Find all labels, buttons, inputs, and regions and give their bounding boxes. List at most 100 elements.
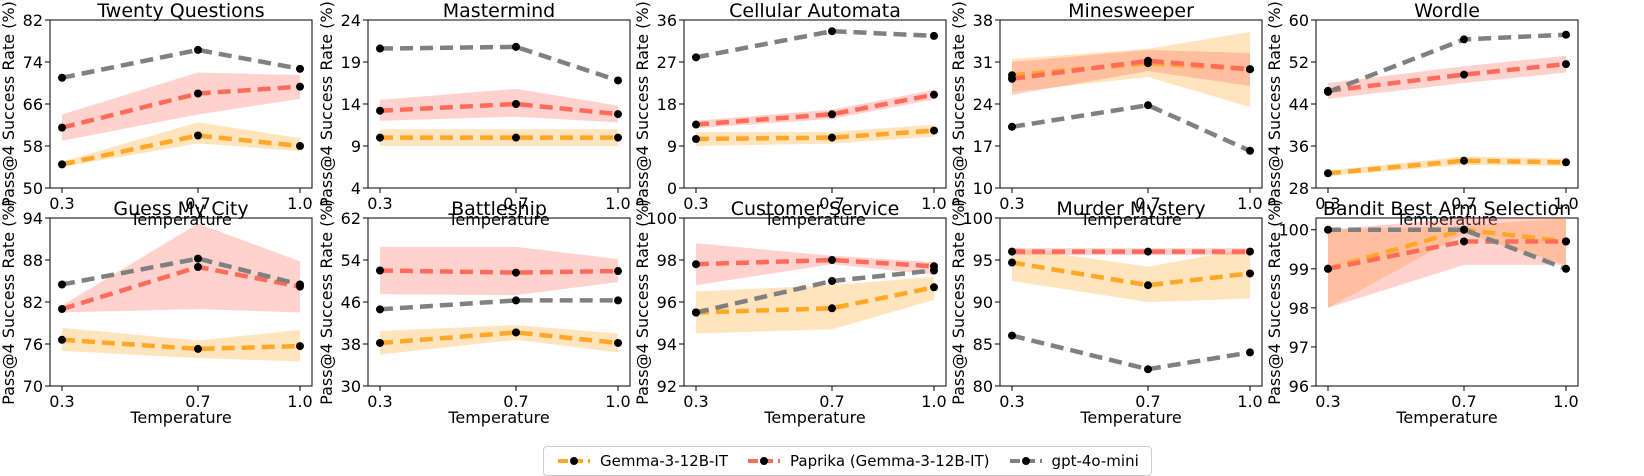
data-point-gemma-3-12b-it — [1324, 169, 1332, 178]
data-point-paprika-gemma-3-12b-it — [614, 267, 622, 276]
y-axis-label: Pass@4 Success Rate (%) — [317, 199, 336, 405]
band-gemma-3-12b-it — [1012, 32, 1250, 107]
x-tick-label: 0.7 — [819, 194, 844, 213]
data-point-gpt-4o-mini — [58, 280, 66, 289]
x-axis-label: Temperature — [763, 210, 865, 229]
y-tick-label: 31 — [973, 53, 993, 72]
y-axis-label: Pass@4 Success Rate (%) — [949, 1, 968, 207]
series-line-gpt-4o-mini — [1011, 102, 1251, 153]
y-tick-label: 0 — [667, 179, 677, 198]
legend-label-gemma: Gemma-3-12B-IT — [600, 452, 729, 470]
data-point-paprika-gemma-3-12b-it — [828, 256, 836, 264]
y-axis-label: Pass@4 Success Rate (%) — [949, 199, 968, 405]
x-tick-label: 0.7 — [185, 392, 210, 411]
band-paprika-gemma-3-12b-it — [696, 90, 934, 129]
y-tick-label: 46 — [341, 293, 361, 312]
y-tick-label: 94 — [23, 209, 43, 228]
legend-label-gpt: gpt-4o-mini — [1051, 452, 1139, 470]
data-point-paprika-gemma-3-12b-it — [1246, 247, 1254, 256]
data-point-gemma-3-12b-it — [1246, 269, 1254, 278]
data-point-gpt-4o-mini — [194, 45, 202, 54]
x-tick-label: 1.0 — [605, 392, 630, 411]
legend-entry-gpt: gpt-4o-mini — [1008, 452, 1139, 470]
series-line-gemma-3-12b-it — [1327, 158, 1567, 176]
panel-title: Wordle — [1414, 0, 1480, 22]
band-paprika-gemma-3-12b-it — [1328, 55, 1566, 99]
x-tick-label: 0.7 — [819, 392, 844, 411]
band-paprika-gemma-3-12b-it — [1328, 218, 1566, 308]
y-axis-label: Pass@4 Success Rate (%) — [633, 199, 652, 405]
series-line-gpt-4o-mini — [61, 47, 301, 80]
legend-swatch-gpt — [1009, 457, 1042, 465]
data-point-gpt-4o-mini — [1324, 225, 1332, 234]
y-tick-label: 96 — [657, 293, 677, 312]
x-tick-label: 0.7 — [1451, 392, 1476, 411]
data-point-gpt-4o-mini — [1324, 87, 1332, 96]
data-point-paprika-gemma-3-12b-it — [376, 266, 384, 275]
band-gemma-3-12b-it — [696, 124, 934, 146]
y-tick-label: 100 — [1278, 221, 1309, 240]
x-tick-label: 0.3 — [999, 392, 1024, 411]
panel-customer-service: Customer Service 92 94 96 98 100 0.3 0.7 1.0 Temp… — [633, 198, 947, 427]
y-tick-label: 52 — [1289, 53, 1309, 72]
data-point-paprika-gemma-3-12b-it — [1460, 237, 1468, 246]
y-axis-label: Pass@4 Success Rate (%) — [0, 1, 18, 207]
panel-title: Customer Service — [731, 198, 900, 220]
data-point-paprika-gemma-3-12b-it — [194, 89, 202, 98]
y-tick-label: 99 — [1289, 260, 1309, 279]
panel-title: Battleship — [451, 198, 547, 220]
panel-bandit-best-arm-selection: Bandit Best Arm Selection 96 97 98 99 100 0.3 0… — [1265, 198, 1579, 427]
x-tick-label: 1.0 — [605, 194, 630, 213]
y-tick-label: 74 — [23, 53, 43, 72]
y-tick-label: 36 — [657, 11, 677, 30]
data-point-gemma-3-12b-it — [512, 133, 520, 142]
x-tick-label: 1.0 — [921, 194, 946, 213]
y-tick-label: 70 — [23, 377, 43, 396]
data-point-gemma-3-12b-it — [58, 335, 66, 344]
data-point-gpt-4o-mini — [1460, 225, 1468, 234]
y-axis-label: Pass@4 Success Rate (%) — [1265, 199, 1284, 405]
x-tick-label: 0.3 — [49, 392, 74, 411]
data-point-gpt-4o-mini — [512, 42, 520, 51]
y-tick-label: 54 — [341, 251, 361, 270]
data-point-gpt-4o-mini — [1460, 35, 1468, 44]
x-tick-label: 0.3 — [49, 194, 74, 213]
data-point-gemma-3-12b-it — [1460, 156, 1468, 165]
x-axis-label: Temperature — [129, 408, 231, 427]
data-point-gpt-4o-mini — [614, 76, 622, 85]
data-point-paprika-gemma-3-12b-it — [614, 110, 622, 119]
data-point-paprika-gemma-3-12b-it — [1008, 74, 1016, 83]
series-line-gpt-4o-mini — [695, 28, 935, 60]
y-tick-label: 4 — [351, 179, 361, 198]
data-point-paprika-gemma-3-12b-it — [512, 100, 520, 108]
data-point-gpt-4o-mini — [296, 64, 304, 73]
data-point-gpt-4o-mini — [1144, 101, 1152, 110]
x-axis-label: Temperature — [1079, 408, 1181, 427]
legend-entry-gemma: Gemma-3-12B-IT — [556, 452, 728, 470]
data-point-gemma-3-12b-it — [1008, 258, 1016, 267]
y-tick-label: 88 — [23, 251, 43, 270]
band-paprika-gemma-3-12b-it — [696, 243, 934, 286]
data-point-paprika-gemma-3-12b-it — [296, 82, 304, 91]
x-tick-label: 0.3 — [367, 392, 392, 411]
band-paprika-gemma-3-12b-it — [62, 223, 300, 313]
data-point-gpt-4o-mini — [1562, 30, 1570, 39]
x-tick-label: 1.0 — [1553, 194, 1578, 213]
data-point-gemma-3-12b-it — [828, 304, 836, 313]
data-point-gpt-4o-mini — [1246, 348, 1254, 357]
data-point-paprika-gemma-3-12b-it — [376, 106, 384, 115]
data-point-gpt-4o-mini — [828, 27, 836, 36]
panel-title: Bandit Best Arm Selection — [1323, 198, 1571, 220]
y-tick-label: 95 — [973, 251, 993, 270]
series-line-paprika-gemma-3-12b-it — [1327, 61, 1567, 94]
data-point-gpt-4o-mini — [1246, 146, 1254, 155]
data-point-paprika-gemma-3-12b-it — [58, 123, 66, 132]
plot-frame — [999, 217, 1263, 387]
series-line-gpt-4o-mini — [61, 256, 301, 287]
x-tick-label: 0.7 — [1135, 194, 1160, 213]
legend-label-paprika: Paprika (Gemma-3-12B-IT) — [790, 452, 990, 470]
series-line-gpt-4o-mini — [1328, 227, 1567, 271]
panel-wordle: Wordle 28 36 44 52 60 0.3 0.7 1.0 Temperature Pass… — [1265, 0, 1579, 229]
series-line-gemma-3-12b-it — [695, 128, 935, 142]
y-tick-label: 9 — [351, 137, 361, 156]
